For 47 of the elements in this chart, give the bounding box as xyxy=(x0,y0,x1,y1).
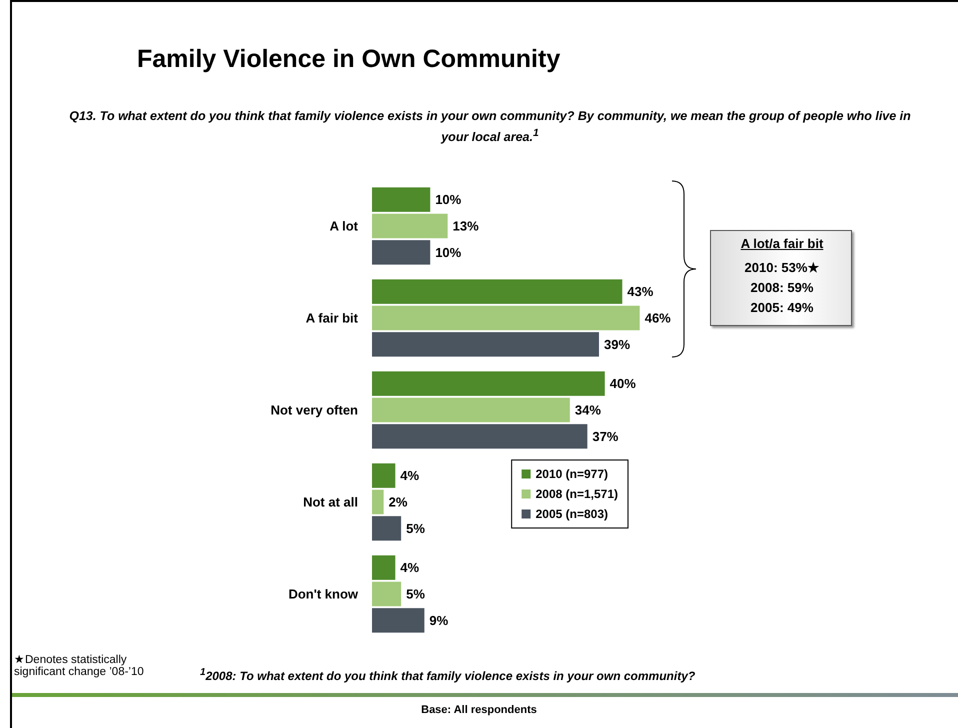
bar xyxy=(372,240,430,265)
y-tick-label: Don't know xyxy=(288,586,359,602)
bar xyxy=(372,463,396,488)
text: 2010: 53%★ xyxy=(744,260,820,275)
data-label: 39% xyxy=(604,336,630,352)
data-label: 4% xyxy=(400,468,420,484)
chart-subtitle: Q13. To what extent do you think that family violence exists in your own community? By community, we mean the group of people who live in your local area.$^{1}$ xyxy=(68,108,912,146)
text: ★Denotes statistically significant change ’08-’10 xyxy=(14,654,145,678)
bar xyxy=(372,424,588,449)
data-label: 13% xyxy=(452,218,480,234)
data-label: 34% xyxy=(574,402,602,418)
chart-title: Family Violence in Own Community xyxy=(137,45,560,74)
bar xyxy=(372,371,605,396)
data-label: 40% xyxy=(610,376,636,392)
data-label: 9% xyxy=(429,612,449,628)
text: Base: All respondents xyxy=(420,704,538,716)
bar xyxy=(372,332,599,357)
text: $^{1}$2008: To what extent do you think that family violence exists in your own community? xyxy=(200,667,696,683)
bar xyxy=(372,279,622,304)
y-tick-label: Not very often xyxy=(270,402,358,418)
bar xyxy=(372,516,402,541)
data-label: 10% xyxy=(435,192,462,208)
text: 2008: 59% xyxy=(750,280,814,295)
data-label: 10% xyxy=(435,244,462,260)
y-tick-label: A fair bit xyxy=(306,310,359,326)
bar xyxy=(372,582,402,606)
bar xyxy=(372,555,396,580)
data-label: 5% xyxy=(406,586,426,602)
y-tick-label: Not at all xyxy=(303,494,358,510)
bar xyxy=(372,490,384,514)
legend-label: 2008 (n=1,571) xyxy=(536,487,618,501)
data-label: 2% xyxy=(388,494,408,510)
legend-label: 2005 (n=803) xyxy=(536,507,608,521)
data-label: 43% xyxy=(627,284,654,300)
data-label: 5% xyxy=(406,520,426,536)
bar xyxy=(372,187,430,212)
legend-label: 2010 (n=977) xyxy=(536,467,608,481)
bar xyxy=(372,608,424,633)
bar xyxy=(372,214,448,238)
data-label: 46% xyxy=(644,310,672,326)
text: 2005: 49% xyxy=(750,300,814,315)
bar xyxy=(372,306,640,330)
bar xyxy=(372,398,570,422)
data-label: 4% xyxy=(400,560,420,576)
data-label: 37% xyxy=(592,428,619,444)
y-tick-label: A lot xyxy=(330,218,359,234)
text: A lot/a fair bit xyxy=(740,236,824,251)
